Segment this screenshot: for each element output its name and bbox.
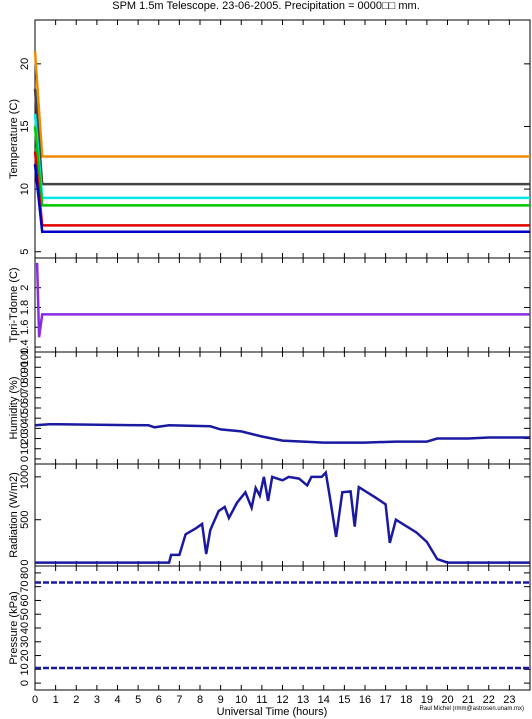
y-tick-label: 1.4: [19, 339, 31, 354]
series-3-line: [33, 126, 530, 207]
x-tick-label: 12: [276, 694, 288, 706]
y-tick-label: 40: [19, 622, 31, 634]
series-0-line: [35, 262, 530, 338]
panel-frame: [34, 19, 531, 259]
y-tick-label: 15: [19, 120, 31, 132]
y-tick-label: 500: [19, 511, 31, 529]
x-tick-label: 13: [297, 694, 309, 706]
x-tick-label: 21: [462, 694, 474, 706]
x-tick-label: 11: [256, 694, 267, 706]
y-tick-label: 20: [19, 58, 31, 70]
y-tick-label: 60: [19, 594, 31, 606]
panel-frame: [34, 565, 531, 691]
x-tick-label: 18: [400, 694, 412, 706]
y-tick-label: 30: [19, 422, 31, 434]
series-0-line: [35, 469, 530, 564]
credit-text: Raul Michel (rmm@astrosen.unam.mx): [419, 706, 524, 712]
y-tick-label: 1.6: [19, 320, 31, 335]
series-4-line: [33, 151, 530, 227]
y-tick-label: 50: [19, 608, 31, 620]
y-tick-label: 70: [19, 581, 31, 593]
x-tick-label: 9: [218, 694, 224, 706]
panel-frame: [34, 351, 531, 465]
y-axis-label: Tpri-Tdome (C): [8, 267, 20, 342]
y-tick-label: 0: [19, 680, 31, 686]
x-tick-label: 0: [32, 694, 38, 706]
x-tick-label: 15: [338, 694, 350, 706]
chart-title: SPM 1.5m Telescope. 23-06-2005. Precipit…: [112, 0, 420, 12]
x-tick-label: 7: [176, 694, 182, 706]
panel-0: 5 10 15 20 Temperature (C): [8, 19, 531, 259]
x-tick-label: 19: [421, 694, 433, 706]
x-tick-label: 16: [359, 694, 371, 706]
y-tick-label: 5: [19, 249, 31, 255]
x-tick-label: 23: [503, 694, 515, 706]
y-tick-label: 1.8: [19, 300, 31, 315]
series-0-line: [33, 51, 530, 158]
y-tick-label: 10: [19, 443, 31, 455]
x-tick-label: 20: [441, 694, 453, 706]
series-0-line: [34, 423, 530, 444]
x-tick-label: 14: [318, 694, 330, 706]
y-tick-label: 80: [19, 371, 31, 383]
y-axis-label: Radiation (W/m2): [8, 472, 20, 558]
y-tick-label: 0: [19, 456, 31, 462]
series-5-line: [33, 163, 530, 233]
y-tick-label: 2: [19, 285, 31, 291]
panel-frame: [34, 257, 531, 353]
y-axis-label: Pressure (kPa): [8, 591, 20, 664]
x-tick-label: 1: [53, 694, 59, 706]
x-axis-label: Universal Time (hours): [217, 706, 328, 718]
x-tick-label: 10: [235, 694, 247, 706]
y-tick-label: 90: [19, 361, 31, 373]
x-tick-label: 4: [114, 694, 120, 706]
x-tick-label: 3: [94, 694, 100, 706]
y-tick-label: 10: [19, 663, 31, 675]
x-tick-label: 17: [380, 694, 392, 706]
y-tick-label: 80: [19, 567, 31, 579]
y-tick-label: 60: [19, 392, 31, 404]
y-tick-label: 50: [19, 402, 31, 414]
y-axis-label: Temperature (C): [8, 99, 20, 179]
x-tick-label: 2: [73, 694, 79, 706]
y-tick-label: 40: [19, 412, 31, 424]
x-tick-label: 5: [135, 694, 141, 706]
y-tick-label: 1000: [19, 465, 31, 489]
series-1-line: [33, 88, 530, 186]
x-tick-label: 6: [156, 694, 162, 706]
x-tick-label: 8: [197, 694, 203, 706]
y-tick-label: 20: [19, 649, 31, 661]
y-tick-label: 100: [19, 348, 31, 366]
y-tick-label: 70: [19, 382, 31, 394]
y-tick-label: 0: [19, 560, 31, 566]
y-tick-label: 10: [19, 183, 31, 195]
y-axis-label: Humidity (%): [8, 377, 20, 440]
y-tick-label: 20: [19, 432, 31, 444]
x-tick-label: 22: [483, 694, 495, 706]
y-tick-label: 30: [19, 636, 31, 648]
